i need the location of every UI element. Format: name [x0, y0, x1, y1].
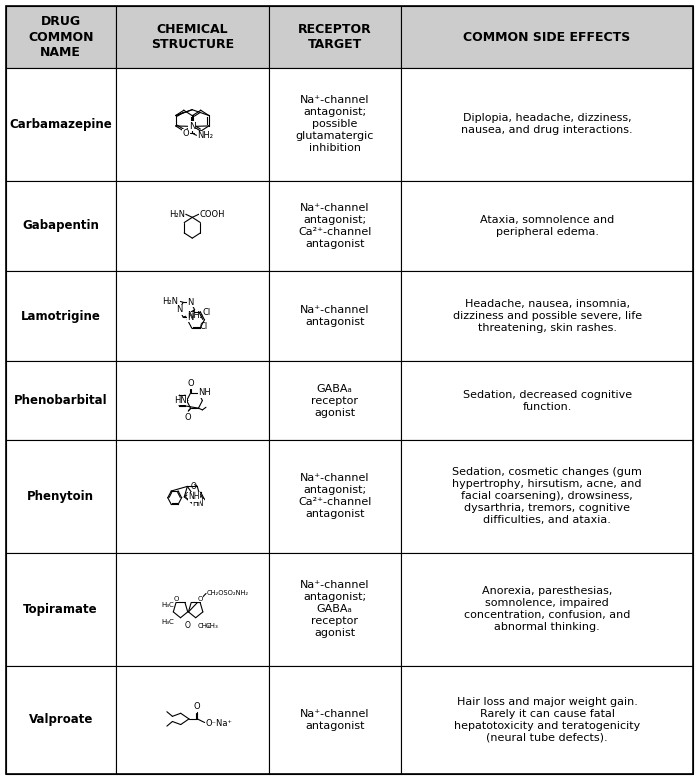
Text: O: O — [182, 129, 189, 138]
Text: H₂N: H₂N — [163, 296, 178, 306]
Text: NH: NH — [199, 388, 211, 398]
Text: O: O — [185, 492, 191, 502]
Bar — [401, 181, 693, 271]
Text: O: O — [191, 482, 197, 491]
Bar — [269, 440, 401, 553]
Text: NH₂: NH₂ — [197, 131, 212, 140]
Text: N: N — [187, 298, 194, 307]
Bar — [6, 271, 116, 361]
Bar — [401, 68, 693, 181]
Text: Ataxia, somnolence and
peripheral edema.: Ataxia, somnolence and peripheral edema. — [480, 215, 614, 237]
Bar — [269, 666, 401, 774]
Text: Carbamazepine: Carbamazepine — [9, 118, 112, 131]
Text: CHEMICAL
STRUCTURE: CHEMICAL STRUCTURE — [151, 23, 234, 51]
Bar — [269, 68, 401, 181]
Text: Cl: Cl — [203, 308, 211, 317]
Text: H₂N: H₂N — [169, 210, 185, 218]
Text: O: O — [173, 596, 179, 602]
Text: HN: HN — [174, 396, 187, 405]
Text: O: O — [197, 596, 203, 602]
Text: H₃C: H₃C — [161, 619, 174, 625]
Text: O: O — [185, 413, 191, 421]
Text: Phenobarbital: Phenobarbital — [14, 394, 108, 407]
Bar — [269, 181, 401, 271]
Text: Na⁺-channel
antagonist: Na⁺-channel antagonist — [300, 305, 370, 327]
Bar — [401, 361, 693, 440]
Bar — [116, 6, 269, 68]
Text: H₃C: H₃C — [161, 602, 174, 608]
Bar — [116, 553, 269, 666]
Text: Cl: Cl — [199, 322, 208, 332]
Text: RECEPTOR
TARGET: RECEPTOR TARGET — [298, 23, 372, 51]
Bar — [401, 6, 693, 68]
Text: COMMON SIDE EFFECTS: COMMON SIDE EFFECTS — [463, 30, 630, 44]
Bar — [269, 553, 401, 666]
Bar — [6, 181, 116, 271]
Bar — [401, 553, 693, 666]
Bar — [116, 440, 269, 553]
Text: HN: HN — [193, 499, 204, 508]
Text: Hair loss and major weight gain.
Rarely it can cause fatal
hepatotoxicity and te: Hair loss and major weight gain. Rarely … — [454, 697, 640, 743]
Text: CH₂OSO₂NH₂: CH₂OSO₂NH₂ — [207, 590, 249, 597]
Text: Diplopia, headache, dizziness,
nausea, and drug interactions.: Diplopia, headache, dizziness, nausea, a… — [461, 113, 633, 135]
Text: N: N — [187, 313, 194, 321]
Bar — [401, 440, 693, 553]
Text: Na⁺-channel
antagonist;
Ca²⁺-channel
antagonist: Na⁺-channel antagonist; Ca²⁺-channel ant… — [298, 473, 371, 519]
Text: CH₃: CH₃ — [197, 623, 210, 629]
Bar — [401, 271, 693, 361]
Text: NH: NH — [188, 492, 200, 502]
Text: Phenytoin: Phenytoin — [27, 490, 94, 503]
Text: Gabapentin: Gabapentin — [22, 219, 99, 232]
Bar — [269, 271, 401, 361]
Text: Na⁺-channel
antagonist;
possible
glutamatergic
inhibition: Na⁺-channel antagonist; possible glutama… — [296, 95, 374, 154]
Text: O⁻Na⁺: O⁻Na⁺ — [205, 718, 232, 728]
Text: COOH: COOH — [199, 210, 225, 218]
Text: O: O — [184, 621, 190, 629]
Text: Valproate: Valproate — [29, 713, 93, 726]
Text: Topiramate: Topiramate — [23, 603, 98, 615]
Text: NH₂: NH₂ — [187, 311, 203, 321]
Text: Na⁺-channel
antagonist;
Ca²⁺-channel
antagonist: Na⁺-channel antagonist; Ca²⁺-channel ant… — [298, 203, 371, 249]
Text: DRUG
COMMON
NAME: DRUG COMMON NAME — [28, 15, 94, 59]
Text: O: O — [194, 702, 201, 711]
Text: Lamotrigine: Lamotrigine — [21, 310, 101, 323]
Bar — [269, 6, 401, 68]
Bar — [6, 6, 116, 68]
Bar — [116, 361, 269, 440]
Bar — [401, 666, 693, 774]
Bar — [116, 181, 269, 271]
Text: N: N — [189, 122, 196, 131]
Bar — [6, 68, 116, 181]
Bar — [269, 361, 401, 440]
Bar — [116, 666, 269, 774]
Text: Anorexia, paresthesias,
somnolence, impaired
concentration, confusion, and
abnor: Anorexia, paresthesias, somnolence, impa… — [464, 587, 630, 633]
Bar — [116, 271, 269, 361]
Text: Na⁺-channel
antagonist: Na⁺-channel antagonist — [300, 709, 370, 731]
Text: Na⁺-channel
antagonist;
GABAₐ
receptor
agonist: Na⁺-channel antagonist; GABAₐ receptor a… — [300, 580, 370, 638]
Text: CH₃: CH₃ — [206, 623, 218, 629]
Text: GABAₐ
receptor
agonist: GABAₐ receptor agonist — [311, 384, 359, 417]
Text: N: N — [176, 305, 182, 314]
Bar — [6, 553, 116, 666]
Text: O: O — [187, 379, 194, 388]
Bar — [6, 361, 116, 440]
Bar — [116, 68, 269, 181]
Bar — [6, 440, 116, 553]
Bar — [6, 666, 116, 774]
Text: Sedation, decreased cognitive
function.: Sedation, decreased cognitive function. — [463, 389, 632, 412]
Text: Sedation, cosmetic changes (gum
hypertrophy, hirsutism, acne, and
facial coarsen: Sedation, cosmetic changes (gum hypertro… — [452, 467, 642, 525]
Text: Headache, nausea, insomnia,
dizziness and possible severe, life
threatening, ski: Headache, nausea, insomnia, dizziness an… — [452, 300, 642, 333]
